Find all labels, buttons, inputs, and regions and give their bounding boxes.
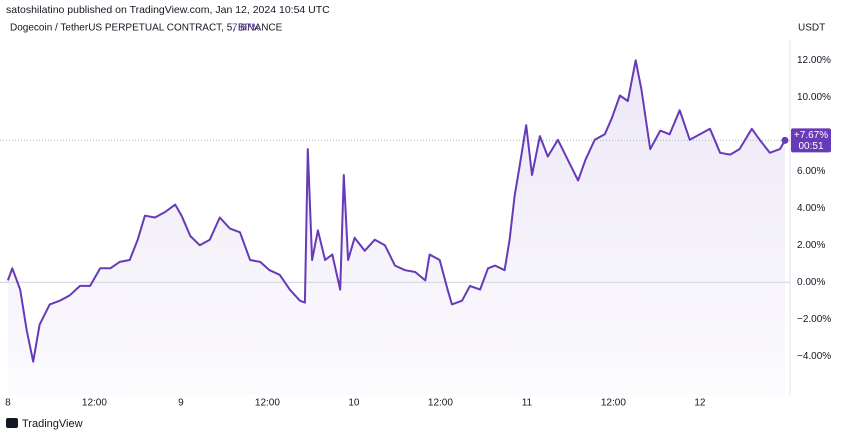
currency[interactable]: USDT <box>798 23 825 34</box>
y-tick-label: −2.00% <box>797 314 831 325</box>
change: 7.67% <box>232 23 260 34</box>
x-tick-label: 9 <box>178 398 184 409</box>
footer-brand: TradingView <box>22 418 83 430</box>
x-tick-label: 12:00 <box>601 398 626 409</box>
x-tick-label: 12:00 <box>255 398 280 409</box>
logo <box>6 418 18 428</box>
y-tick-label: 0.00% <box>797 277 825 288</box>
y-tick-label: 12.00% <box>797 55 831 66</box>
y-tick-label: −4.00% <box>797 351 831 362</box>
y-tick-label: 2.00% <box>797 240 825 251</box>
y-tick-label: 4.00% <box>797 203 825 214</box>
x-tick-label: 12 <box>694 398 706 409</box>
y-tick-label: 10.00% <box>797 92 831 103</box>
badge-change: +7.67% <box>794 130 828 141</box>
line <box>6 59 786 363</box>
publisher: satoshilatino published on TradingView.c… <box>6 4 330 16</box>
y-tick-label: 6.00% <box>797 166 825 177</box>
symbol[interactable]: Dogecoin / TetherUS PERPETUAL CONTRACT, … <box>10 23 283 34</box>
price-badge <box>791 128 831 153</box>
x-tick-label: 12:00 <box>82 398 107 409</box>
last-point <box>781 136 789 144</box>
area <box>7 60 785 396</box>
x-tick-label: 12:00 <box>428 398 453 409</box>
x-tick-label: 11 <box>522 398 533 409</box>
x-tick-label: 8 <box>5 398 11 409</box>
x-tick-label: 10 <box>348 398 360 409</box>
badge-countdown: 00:51 <box>798 141 823 152</box>
